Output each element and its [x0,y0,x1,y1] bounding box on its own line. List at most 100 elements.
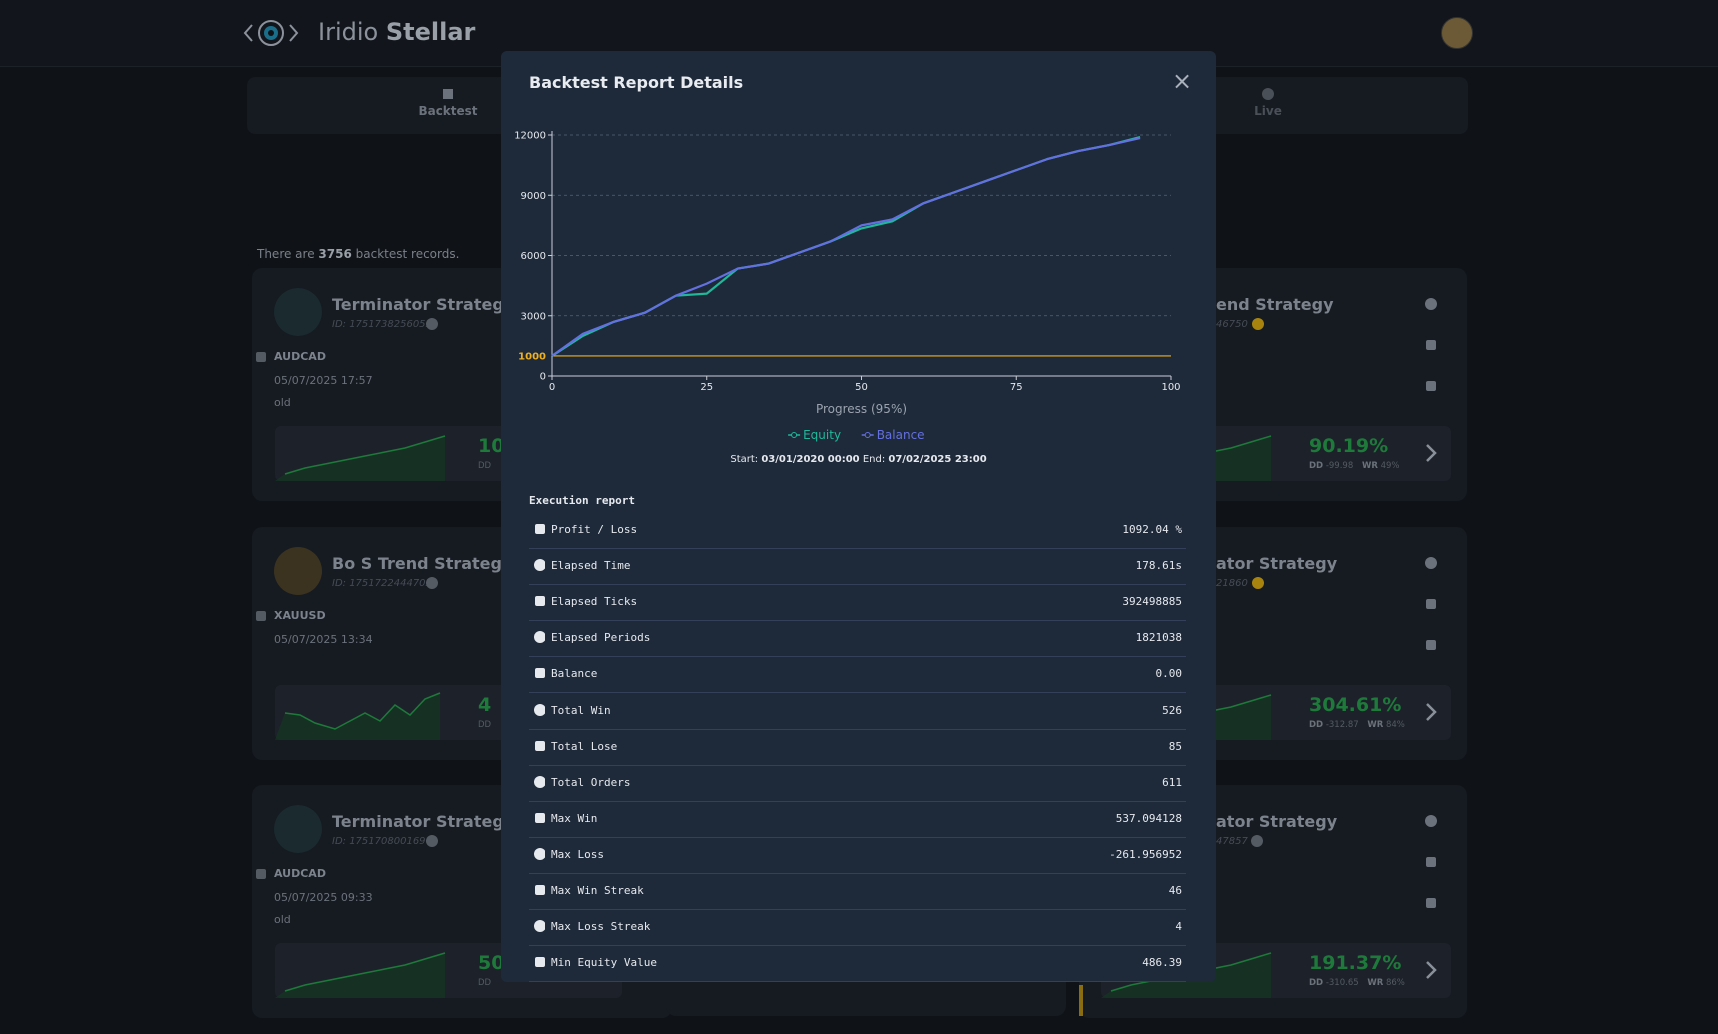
card-id: ID: 1751722444703 [332,578,432,589]
icon-shape [535,957,545,968]
card-comment: old [274,913,291,926]
row-label: Max Loss [551,847,604,861]
row-value: -261.956952 [1109,847,1182,861]
icon [256,869,266,879]
close-button[interactable]: × [1172,67,1193,95]
delete-button[interactable] [1424,638,1438,652]
icon [535,524,545,534]
dd-value: -310.65 [1325,978,1359,988]
card-title: Terminator Strategy [332,812,515,831]
row-label: Elapsed Time [551,559,631,573]
card-title: end Strategy [1216,295,1334,314]
dd-label: DD [1309,720,1324,730]
delete-button[interactable] [1424,896,1438,910]
report-title: Execution report [529,494,635,507]
chevron [1426,444,1437,462]
copy-button[interactable] [1424,597,1438,611]
icon [1251,835,1263,847]
report-row: Max Win 537.094128 [529,801,1186,838]
icon [534,559,545,572]
brand-bold: Stellar [385,18,476,46]
info-button[interactable] [1424,556,1438,570]
card-return: 90.19% [1309,435,1389,457]
card-avatar [274,288,322,336]
row-value: 85 [1168,739,1182,753]
row-value: 178.61s [1135,559,1182,573]
icon [535,885,545,895]
icon-shape [1425,557,1437,569]
card-id: 21860 [1216,578,1248,589]
x-tick-label: 75 [1010,382,1023,393]
card-return: 50 [478,952,505,974]
card-id: 46750 [1216,319,1248,330]
row-value: 4 [1175,920,1182,934]
card-return: 4 [478,694,492,716]
card-date: 05/07/2025 13:34 [274,633,373,646]
legend-marker [864,432,871,438]
y-tick-label: 0 [540,372,546,383]
row-value: 537.094128 [1115,811,1182,825]
icon-shape [535,524,545,534]
sparkline-line [284,692,441,730]
icon-shape [1426,898,1436,908]
brand-light: Iridio [318,18,379,46]
card-id: ID: 1751708001696 [332,836,432,847]
delete-button[interactable] [1424,379,1438,393]
row-label: Max Win [551,811,598,825]
card-title: ator Strategy [1216,812,1338,831]
user-avatar[interactable] [1441,17,1473,49]
card-return: 191.37% [1309,952,1402,974]
row-label: Elapsed Ticks [551,595,638,609]
count-suffix: backtest records. [355,247,460,261]
copy-button[interactable] [1424,855,1438,869]
open-button[interactable] [1421,697,1441,727]
icon-shape [1251,835,1263,847]
info-button[interactable] [1424,297,1438,311]
card-dd-label: DD [478,720,492,730]
report-row: Max Loss Streak 4 [529,909,1186,947]
icon [1252,577,1264,589]
wr-value: 49% [1380,461,1400,471]
legend-label: Balance [877,428,925,442]
tab-backtest[interactable]: Backtest [388,87,508,118]
card-avatar [274,805,322,853]
card-dd-label: DD [478,461,492,471]
icon [426,577,438,589]
sparkline-line [284,435,446,475]
sparkline-area [275,953,445,998]
copy-button[interactable] [1424,338,1438,352]
wr-label: WR [1367,978,1384,988]
icon-shape [1426,640,1436,650]
open-button[interactable] [1421,955,1441,985]
card-return: 10 [478,435,505,457]
x-tick-label: 100 [1161,382,1180,393]
report-row: Total Win 526 [529,693,1186,730]
icon-shape [1426,340,1436,350]
card-symbol: AUDCAD [274,867,326,880]
row-value: 486.39 [1142,956,1182,970]
card-accent [1079,985,1083,1016]
tab-icon [443,89,453,99]
card-return: 304.61% [1309,694,1402,716]
icon-shape [426,318,438,330]
row-value: 46 [1168,884,1182,897]
x-tick-label: 0 [549,382,555,393]
open-button[interactable] [1421,438,1441,468]
report-row: Max Win Streak 46 [529,873,1186,910]
x-tick-label: 25 [700,382,713,393]
icon [426,318,438,330]
sparkline [275,952,446,998]
tab-live[interactable]: Live [1208,87,1328,118]
row-label: Total Lose [551,739,618,753]
wr-label: WR [1361,461,1378,471]
card-title: Bo S Trend Strategy [332,554,513,573]
dd-value: -312.87 [1325,720,1359,730]
icon-shape [534,920,545,933]
row-value: 0.00 [1155,667,1183,681]
series-line [551,136,1141,357]
icon [426,835,438,847]
icon-shape [534,559,545,572]
info-button[interactable] [1424,814,1438,828]
modal-title: Backtest Report Details [529,73,744,92]
